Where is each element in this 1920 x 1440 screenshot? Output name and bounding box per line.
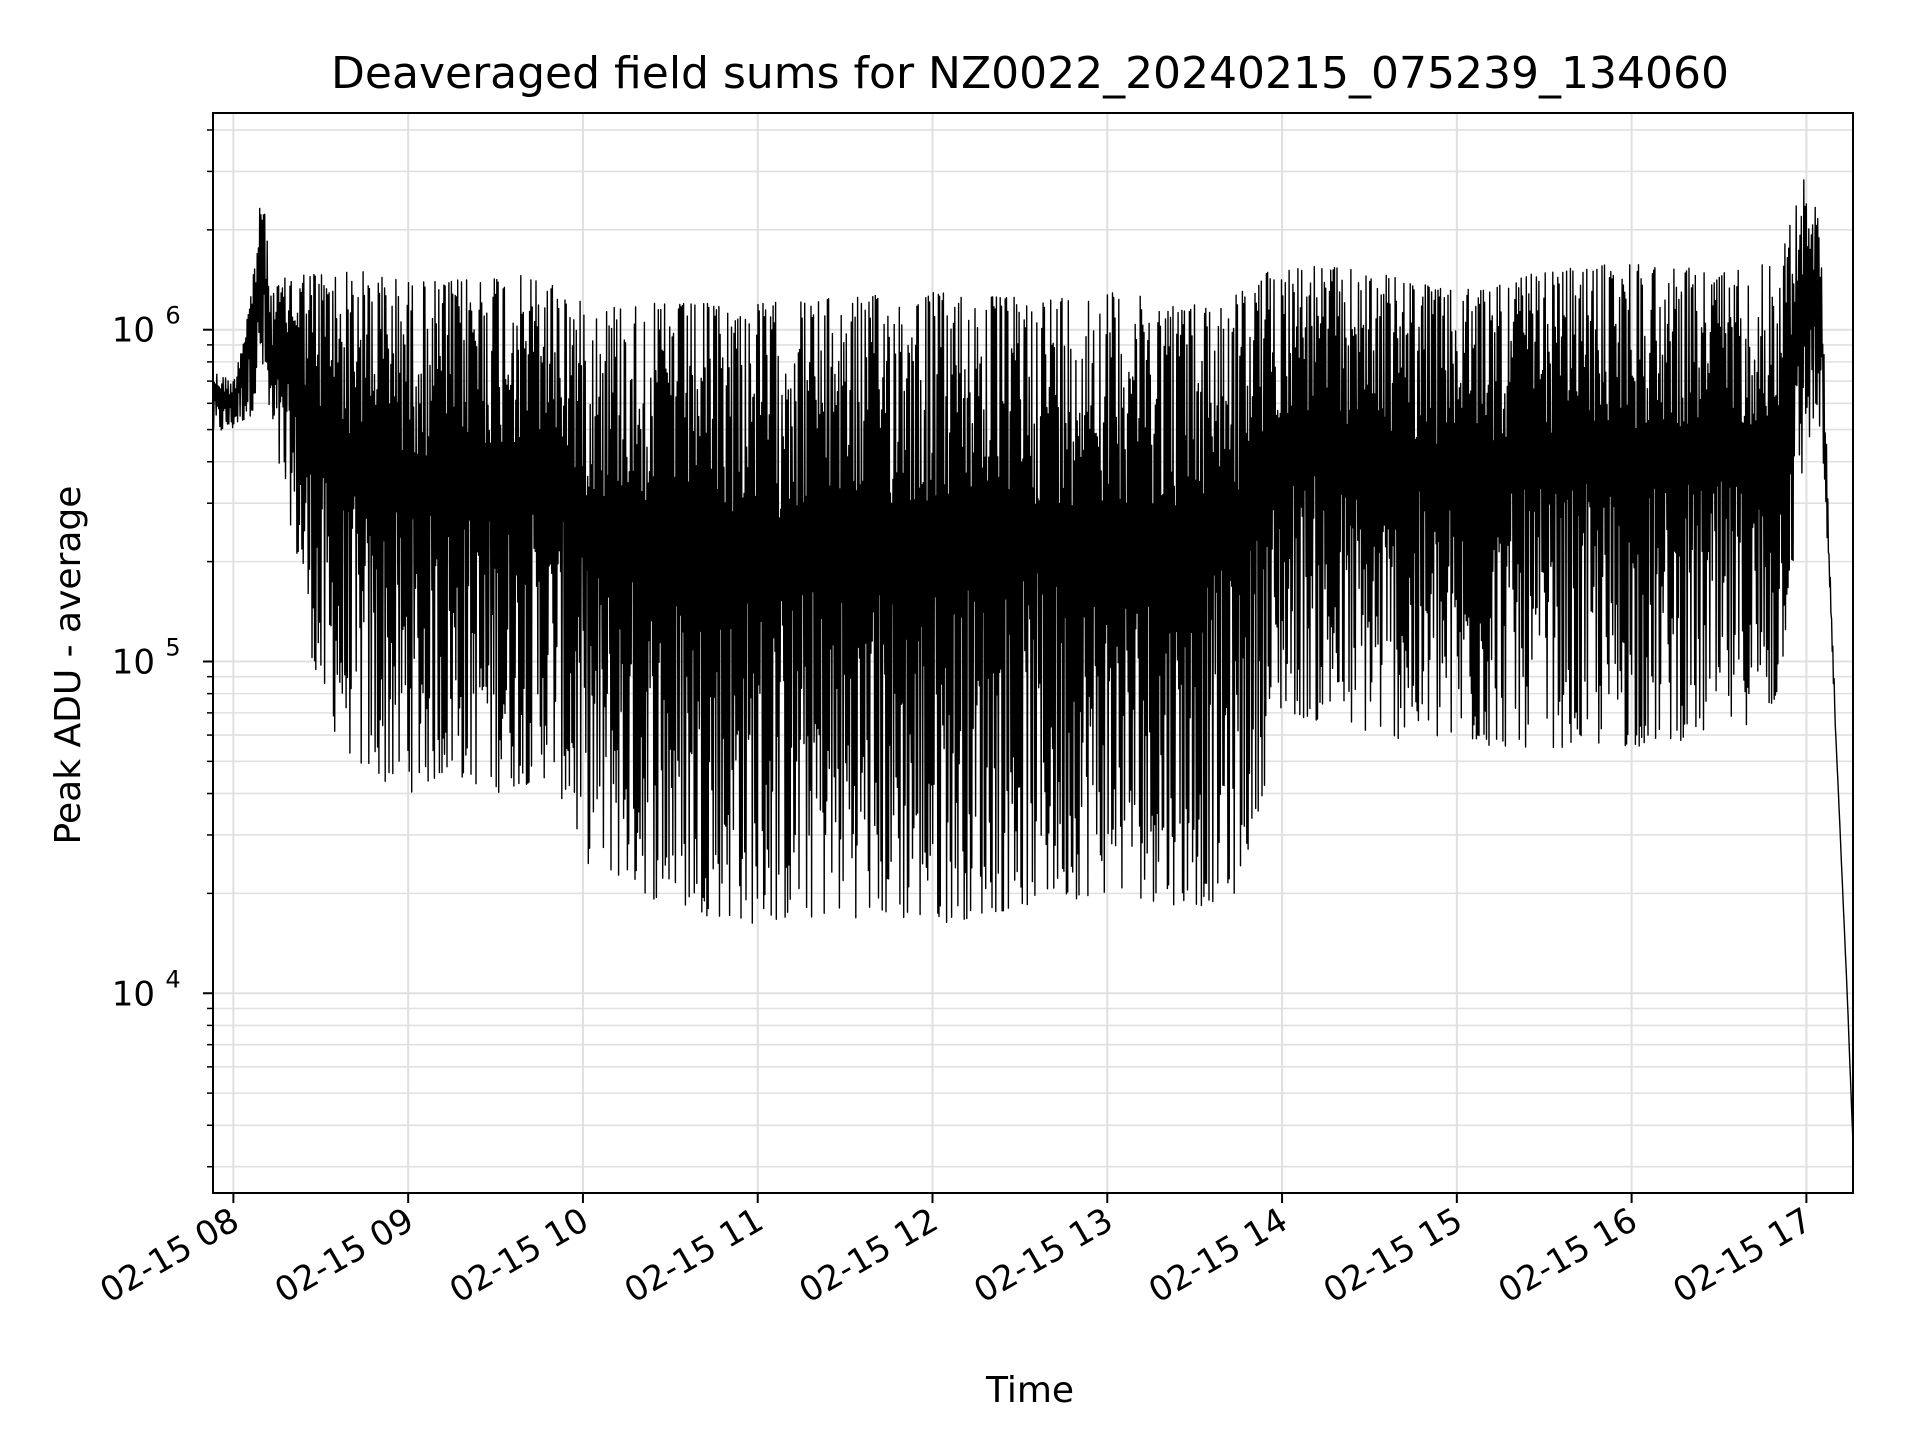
x-tick-label: 02-15 14 bbox=[1142, 1200, 1294, 1311]
x-axis-label: Time bbox=[985, 1370, 1074, 1411]
x-tick-label: 02-15 15 bbox=[1317, 1200, 1469, 1311]
x-tick-label: 02-15 17 bbox=[1666, 1200, 1818, 1311]
x-tick-label: 02-15 11 bbox=[618, 1200, 770, 1311]
x-tick-label: 02-15 12 bbox=[793, 1200, 945, 1311]
x-tick-label: 02-15 09 bbox=[268, 1200, 420, 1311]
x-tick-label: 02-15 08 bbox=[93, 1200, 245, 1311]
x-tick-label: 02-15 16 bbox=[1492, 1200, 1644, 1311]
series-line bbox=[212, 179, 1854, 1145]
y-tick-exponent: 5 bbox=[165, 633, 180, 661]
y-tick-exponent: 6 bbox=[165, 302, 180, 330]
chart-title: Deaveraged field sums for NZ0022_2024021… bbox=[331, 48, 1729, 99]
y-tick-base: 10 bbox=[112, 311, 155, 351]
y-tick-label: 10 bbox=[112, 642, 155, 682]
y-tick-label: 10 bbox=[112, 974, 155, 1014]
y-tick-base: 10 bbox=[112, 642, 155, 682]
x-tick-label: 02-15 13 bbox=[967, 1200, 1119, 1311]
y-tick-base: 10 bbox=[112, 974, 155, 1014]
data-series bbox=[212, 179, 1854, 1145]
y-tick-label: 10 bbox=[112, 311, 155, 351]
y-axis-label: Peak ADU - average bbox=[48, 486, 89, 845]
plot-frame bbox=[212, 112, 1854, 1194]
x-tick-label: 02-15 10 bbox=[443, 1200, 595, 1311]
y-tick-exponent: 4 bbox=[165, 965, 180, 993]
